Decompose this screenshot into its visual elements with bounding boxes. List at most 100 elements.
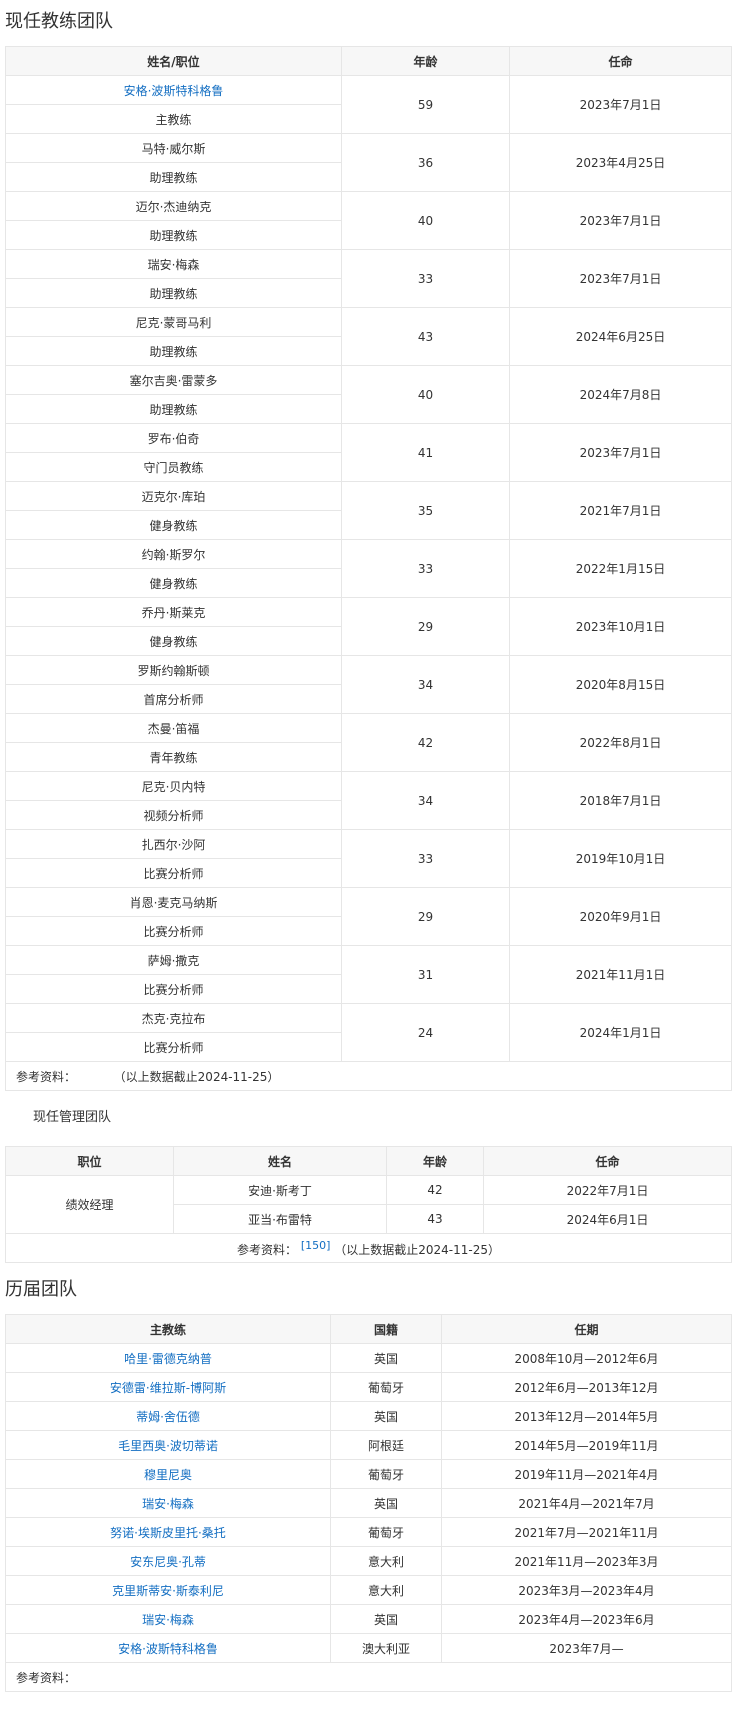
coach-age: 41 [341, 423, 510, 482]
coach-role: 助理教练 [5, 336, 342, 366]
header-head-coach: 主教练 [5, 1314, 331, 1344]
coach-tenure: 2012年6月—2013年12月 [441, 1372, 732, 1402]
coach-name: 瑞安·梅森 [5, 249, 342, 279]
header-age: 年龄 [341, 46, 510, 76]
table-row: 亚当·布雷特 43 2024年6月1日 [6, 1204, 732, 1234]
coach-age: 29 [341, 597, 510, 656]
table-row: 肖恩·麦克马纳斯 29 2020年9月1日 [5, 887, 732, 946]
coach-name: 乔丹·斯莱克 [5, 597, 342, 627]
table-row: 尼克·贝内特 34 2018年7月1日 [5, 771, 732, 830]
head-coach-link[interactable]: 安德雷·维拉斯-博阿斯 [5, 1372, 331, 1402]
coach-appointed-date: 2020年8月15日 [509, 655, 732, 714]
coach-tenure: 2008年10月—2012年6月 [441, 1343, 732, 1373]
coach-name: 尼克·贝内特 [5, 771, 342, 801]
reference-note: 参考资料： [150] （以上数据截止2024-11-25） [5, 1233, 732, 1263]
coach-appointed-date: 2023年10月1日 [509, 597, 732, 656]
coach-tenure: 2023年3月—2023年4月 [441, 1575, 732, 1605]
table-row: 首席分析师 [5, 684, 732, 714]
head-coach-link[interactable]: 哈里·雷德克纳普 [5, 1343, 331, 1373]
table-header-row: 主教练 国籍 任期 [5, 1314, 732, 1344]
coach-name: 杰曼·笛福 [5, 713, 342, 743]
coach-name: 约翰·斯罗尔 [5, 539, 342, 569]
coach-name: 罗布·伯奇 [5, 423, 342, 453]
table-row: 绩效经理 安迪·斯考丁 42 2022年7月1日 [5, 1175, 732, 1234]
coach-name: 萨姆·撒克 [5, 945, 342, 975]
coach-age: 29 [341, 887, 510, 946]
coach-nationality: 英国 [330, 1401, 442, 1431]
head-coach-link[interactable]: 毛里西奥·波切蒂诺 [5, 1430, 331, 1460]
history-table: 主教练 国籍 任期 哈里·雷德克纳普 英国 2008年10月—2012年6月 安德雷·… [5, 1314, 732, 1692]
head-coach-link[interactable]: 蒂姆·舍伍德 [5, 1401, 331, 1431]
coach-name: 扎西尔·沙阿 [5, 829, 342, 859]
coach-role: 助理教练 [5, 220, 342, 250]
coach-age: 33 [341, 829, 510, 888]
coach-appointed-date: 2019年10月1日 [509, 829, 732, 888]
reference-link[interactable]: [150] [300, 1238, 331, 1252]
coach-nationality: 意大利 [330, 1546, 442, 1576]
table-row: 健身教练 [5, 568, 732, 598]
head-coach-link[interactable]: 安格·波斯特科格鲁 [5, 1633, 331, 1663]
coach-role: 首席分析师 [5, 684, 342, 714]
coach-tenure: 2019年11月—2021年4月 [441, 1459, 732, 1489]
manager-age: 43 [386, 1204, 484, 1234]
table-row: 健身教练 [5, 510, 732, 540]
coach-role: 健身教练 [5, 568, 342, 598]
current-coaching-table: 姓名/职位 年龄 任命 安格·波斯特科格鲁 59 2023年7月1日 主教练 马特·威尔… [5, 46, 732, 1091]
coach-nationality: 英国 [330, 1343, 442, 1373]
coach-tenure: 2021年4月—2021年7月 [441, 1488, 732, 1518]
coach-age: 42 [341, 713, 510, 772]
table-row: 萨姆·撒克 31 2021年11月1日 [5, 945, 732, 1004]
coach-role: 主教练 [5, 104, 342, 134]
reference-label: 参考资料： [16, 1670, 77, 1685]
manager-name: 安迪·斯考丁 [173, 1175, 387, 1205]
coach-appointed-date: 2023年7月1日 [509, 191, 732, 250]
table-row: 助理教练 [5, 162, 732, 192]
header-age: 年龄 [386, 1146, 484, 1176]
head-coach-link[interactable]: 瑞安·梅森 [5, 1488, 331, 1518]
table-row: 比赛分析师 [5, 1032, 732, 1062]
head-coach-link[interactable]: 瑞安·梅森 [5, 1604, 331, 1634]
table-row: 马特·威尔斯 36 2023年4月25日 [5, 133, 732, 192]
table-row: 扎西尔·沙阿 33 2019年10月1日 [5, 829, 732, 888]
coach-age: 34 [341, 771, 510, 830]
table-row: 杰曼·笛福 42 2022年8月1日 [5, 713, 732, 772]
table-footer-row: 参考资料： [5, 1662, 732, 1692]
current-management-table: 职位 姓名 年龄 任命 绩效经理 安迪·斯考丁 42 2022年7月1日 亚当·布雷特 4… [5, 1146, 732, 1263]
coach-nationality: 葡萄牙 [330, 1459, 442, 1489]
coach-age: 43 [341, 307, 510, 366]
management-position: 绩效经理 [5, 1175, 174, 1234]
table-row: 迈尔·杰迪纳克 40 2023年7月1日 [5, 191, 732, 250]
reference-note: 参考资料： （以上数据截止2024-11-25） [5, 1061, 732, 1091]
coach-appointed-date: 2018年7月1日 [509, 771, 732, 830]
table-row: 安东尼奥·孔蒂 意大利 2021年11月—2023年3月 [5, 1546, 732, 1576]
reference-label: 参考资料： [236, 1242, 297, 1257]
manager-name: 亚当·布雷特 [173, 1204, 387, 1234]
table-row: 罗布·伯奇 41 2023年7月1日 [5, 423, 732, 482]
head-coach-link[interactable]: 努诺·埃斯皮里托·桑托 [5, 1517, 331, 1547]
coach-role: 助理教练 [5, 162, 342, 192]
head-coach-link[interactable]: 克里斯蒂安·斯泰利尼 [5, 1575, 331, 1605]
coach-role: 守门员教练 [5, 452, 342, 482]
coach-role: 比赛分析师 [5, 974, 342, 1004]
head-coach-link[interactable]: 穆里尼奥 [5, 1459, 331, 1489]
table-row: 主教练 [5, 104, 732, 134]
coach-name: 尼克·蒙哥马利 [5, 307, 342, 337]
table-row: 瑞安·梅森 英国 2023年4月—2023年6月 [5, 1604, 732, 1634]
table-row: 比赛分析师 [5, 974, 732, 1004]
coach-name[interactable]: 安格·波斯特科格鲁 [5, 75, 342, 105]
coach-name: 塞尔吉奥·雷蒙多 [5, 365, 342, 395]
coach-name: 迈克尔·库珀 [5, 481, 342, 511]
coach-appointed-date: 2020年9月1日 [509, 887, 732, 946]
table-row: 健身教练 [5, 626, 732, 656]
table-row: 瑞安·梅森 33 2023年7月1日 [5, 249, 732, 308]
coach-appointed-date: 2024年7月8日 [509, 365, 732, 424]
section-title-current-management: 现任管理团队 [33, 1110, 112, 1125]
table-row: 安德雷·维拉斯-博阿斯 葡萄牙 2012年6月—2013年12月 [5, 1372, 732, 1402]
table-row: 乔丹·斯莱克 29 2023年10月1日 [5, 597, 732, 656]
coach-appointed-date: 2021年7月1日 [509, 481, 732, 540]
head-coach-link[interactable]: 安东尼奥·孔蒂 [5, 1546, 331, 1576]
coach-appointed-date: 2024年1月1日 [509, 1003, 732, 1062]
coach-role: 视频分析师 [5, 800, 342, 830]
table-row: 瑞安·梅森 英国 2021年4月—2021年7月 [5, 1488, 732, 1518]
coach-age: 33 [341, 539, 510, 598]
